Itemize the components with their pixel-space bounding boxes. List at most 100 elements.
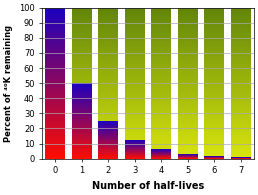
Bar [45,153,65,154]
Bar [98,147,118,148]
Bar [125,104,145,106]
Bar [72,158,92,159]
Bar [98,97,118,98]
Bar [204,26,224,27]
Bar [125,76,145,77]
Bar [231,56,251,58]
Bar [178,66,198,68]
Bar [45,156,65,157]
Bar [204,116,224,118]
Bar [204,113,224,115]
Bar [98,131,118,133]
Bar [98,133,118,134]
Bar [45,54,65,56]
Bar [151,60,171,62]
Bar [125,127,145,129]
Bar [125,124,145,125]
Bar [125,156,145,157]
Bar [45,8,65,9]
Bar [125,135,145,136]
Bar [151,94,171,95]
Bar [98,122,118,124]
Bar [125,38,145,39]
Bar [204,104,224,106]
Bar [125,23,145,24]
Bar [204,153,224,154]
Bar [125,48,145,50]
Bar [178,74,198,76]
Bar [98,146,118,147]
Bar [72,17,92,18]
Bar [151,42,171,44]
Bar [178,71,198,73]
Bar [45,124,65,125]
Bar [72,11,92,12]
Bar [151,59,171,60]
Bar [178,113,198,115]
Bar [72,101,92,103]
Bar [72,58,92,59]
Bar [98,134,118,135]
Bar [72,32,92,33]
Bar [125,51,145,53]
Bar [151,50,171,51]
Bar [151,70,171,71]
Bar [45,135,65,136]
Bar [151,33,171,35]
Bar [125,83,145,85]
Bar [45,147,65,148]
Bar [45,33,65,35]
Bar [231,137,251,139]
Bar [204,89,224,91]
Bar [231,64,251,65]
Bar [204,82,224,83]
Bar [72,24,92,26]
Bar [98,137,118,138]
Bar [72,105,92,106]
Bar [178,89,198,91]
Bar [125,118,145,119]
Bar [98,38,118,39]
Bar [178,45,198,47]
Bar [98,139,118,140]
Bar [125,20,145,21]
Bar [72,86,92,87]
Bar [72,135,92,136]
Bar [231,54,251,56]
Bar [98,124,118,125]
Bar [151,30,171,32]
Bar [204,141,224,142]
Bar [72,50,92,51]
Bar [45,68,65,70]
Bar [178,70,198,71]
Bar [204,9,224,11]
Bar [45,77,65,79]
Bar [231,112,251,113]
Bar [204,157,224,159]
Bar [45,47,65,48]
Bar [72,97,92,98]
Bar [204,65,224,66]
Bar [151,9,171,11]
Bar [151,104,171,106]
Bar [45,24,65,26]
Bar [72,106,92,107]
Bar [204,150,224,151]
Bar [204,148,224,150]
Bar [204,112,224,113]
Bar [72,95,92,97]
Bar [231,27,251,29]
Bar [72,139,92,140]
Bar [45,129,65,130]
Bar [125,18,145,20]
Bar [45,136,65,137]
Bar [125,53,145,54]
Bar [125,151,145,153]
Bar [125,62,145,64]
Bar [45,51,65,53]
Bar [72,45,92,47]
Bar [151,47,171,48]
Bar [178,147,198,148]
Bar [72,33,92,35]
Bar [125,119,145,121]
